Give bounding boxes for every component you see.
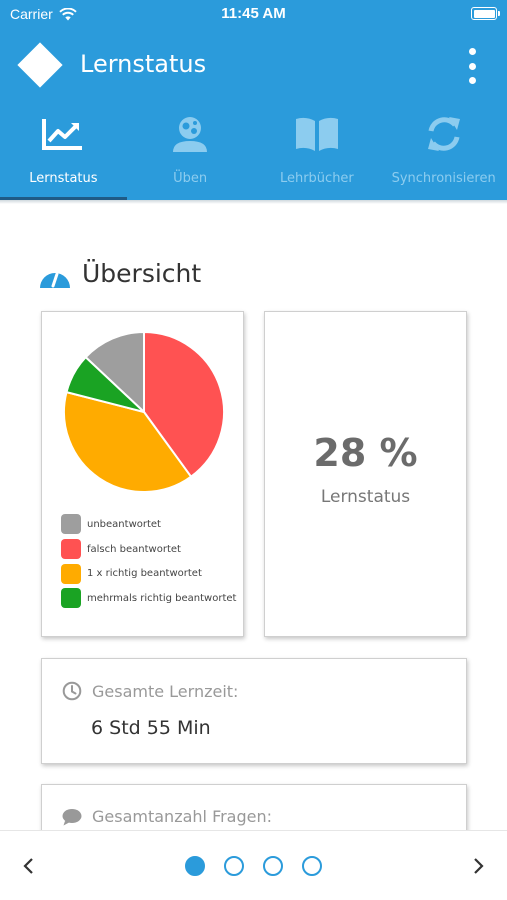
legend-swatch bbox=[61, 539, 81, 560]
pie-chart bbox=[63, 330, 225, 493]
diamond-logo-icon bbox=[17, 42, 63, 88]
progress-label: Lernstatus bbox=[320, 487, 411, 507]
clock-icon bbox=[62, 681, 82, 701]
chart-legend: unbeantwortet falsch beantwortet 1 x ric… bbox=[61, 512, 236, 611]
battery-icon bbox=[471, 7, 500, 20]
page-dot-active[interactable] bbox=[185, 856, 205, 876]
app-title: Lernstatus bbox=[80, 50, 207, 78]
wifi-icon bbox=[59, 7, 77, 20]
learning-time-label: Gesamte Lernzeit: bbox=[92, 681, 239, 701]
practice-user-icon bbox=[173, 117, 208, 152]
carrier-label: Carrier bbox=[10, 6, 53, 22]
progress-percentage: 28 % bbox=[313, 431, 418, 475]
legend-item: falsch beantwortet bbox=[61, 537, 236, 562]
legend-label: unbeantwortet bbox=[87, 518, 161, 530]
legend-swatch bbox=[61, 563, 81, 584]
chevron-right-icon[interactable] bbox=[469, 853, 489, 879]
legend-item: unbeantwortet bbox=[61, 512, 236, 537]
pager-bar bbox=[0, 830, 507, 900]
pie-chart-card: unbeantwortet falsch beantwortet 1 x ric… bbox=[41, 311, 244, 637]
question-count-label: Gesamtanzahl Fragen: bbox=[92, 807, 273, 826]
tab-synchronisieren[interactable]: Synchronisieren bbox=[380, 104, 507, 200]
active-tab-indicator bbox=[0, 197, 127, 200]
overview-heading: Übersicht bbox=[40, 258, 201, 288]
more-vert-icon[interactable] bbox=[467, 48, 477, 84]
sync-icon bbox=[427, 117, 460, 151]
legend-label: falsch beantwortet bbox=[87, 543, 181, 555]
chevron-left-icon[interactable] bbox=[18, 853, 38, 879]
tab-ueben[interactable]: Üben bbox=[127, 104, 254, 200]
tab-bar: Lernstatus Üben Lehrbücher bbox=[0, 104, 507, 200]
page-dot[interactable] bbox=[224, 856, 244, 876]
chart-icon bbox=[42, 119, 83, 150]
tab-lehrbuecher[interactable]: Lehrbücher bbox=[254, 104, 381, 200]
carrier-info: Carrier bbox=[10, 6, 77, 22]
page-dot[interactable] bbox=[263, 856, 283, 876]
status-time: 11:45 AM bbox=[221, 5, 286, 22]
legend-swatch bbox=[61, 514, 81, 535]
tab-bar-shadow bbox=[0, 200, 507, 204]
tab-label: Lehrbücher bbox=[279, 171, 354, 186]
legend-item: mehrmals richtig beantwortet bbox=[61, 586, 236, 611]
pie-slice-3 bbox=[63, 390, 193, 493]
legend-item: 1 x richtig beantwortet bbox=[61, 561, 236, 586]
tab-label: Üben bbox=[173, 171, 208, 186]
tab-label: Lernstatus bbox=[29, 171, 98, 186]
page-indicator bbox=[185, 856, 322, 876]
pie-slice-2 bbox=[143, 330, 225, 479]
pie-slice-1 bbox=[84, 330, 145, 415]
legend-swatch bbox=[61, 588, 81, 609]
tab-lernstatus[interactable]: Lernstatus bbox=[0, 104, 127, 200]
progress-card: 28 % Lernstatus bbox=[264, 311, 467, 637]
pie-slice-4 bbox=[65, 355, 145, 413]
status-bar: Carrier 11:45 AM bbox=[0, 0, 507, 28]
book-icon bbox=[295, 117, 338, 151]
learning-time-card: Gesamte Lernzeit: 6 Std 55 Min bbox=[41, 658, 467, 764]
overview-title: Übersicht bbox=[82, 258, 202, 288]
learning-time-value: 6 Std 55 Min bbox=[91, 717, 211, 739]
gauge-icon bbox=[40, 272, 70, 288]
page-dot[interactable] bbox=[302, 856, 322, 876]
app-bar: Lernstatus bbox=[0, 28, 507, 104]
legend-label: 1 x richtig beantwortet bbox=[87, 568, 202, 580]
comment-icon bbox=[62, 808, 82, 825]
legend-label: mehrmals richtig beantwortet bbox=[87, 592, 237, 604]
tab-label: Synchronisieren bbox=[391, 171, 496, 186]
